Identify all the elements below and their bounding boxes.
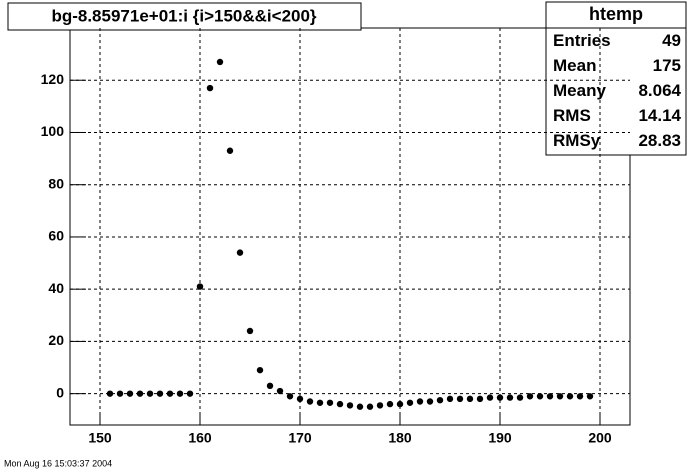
stats-label: RMS	[553, 106, 591, 125]
stats-label: RMSy	[553, 131, 601, 150]
data-point	[346, 402, 354, 409]
data-point	[356, 403, 364, 410]
data-point	[306, 398, 314, 405]
y-tick-label: 100	[41, 123, 65, 139]
data-point	[566, 393, 574, 400]
data-point	[176, 390, 184, 397]
data-point	[266, 382, 274, 390]
data-point	[536, 393, 544, 400]
data-point	[326, 399, 334, 406]
data-point	[246, 327, 254, 335]
data-point	[586, 393, 594, 400]
stats-label: Entries	[553, 31, 611, 50]
data-point	[286, 393, 294, 400]
y-tick-label: 120	[41, 71, 65, 87]
y-tick-label: 0	[56, 384, 64, 400]
data-point	[206, 84, 214, 92]
data-point	[166, 390, 174, 397]
stats-label: Meany	[553, 81, 606, 100]
stats-box: htemp Entries 49 Mean 175 Meany 8.064 RMS 14.14 R…	[545, 1, 687, 156]
stats-value: 8.064	[638, 81, 681, 100]
data-point	[226, 147, 234, 154]
data-point	[106, 390, 114, 397]
data-point	[556, 393, 564, 400]
footer-date: Mon Aug 16 15:03:37 2004	[4, 458, 112, 468]
data-point	[216, 58, 224, 66]
stats-value: 49	[662, 31, 681, 50]
data-point	[366, 403, 374, 410]
x-tick-label: 160	[188, 430, 212, 446]
data-point	[156, 390, 164, 397]
y-tick-label: 20	[48, 332, 64, 348]
data-point	[296, 395, 304, 403]
chart-title: bg-8.85971e+01:i {i>150&&i<200}	[51, 6, 316, 25]
data-point	[396, 400, 404, 408]
x-tick-label: 200	[588, 430, 612, 446]
data-point	[506, 394, 514, 401]
data-point	[576, 393, 584, 400]
data-point	[236, 249, 244, 256]
data-point	[446, 395, 454, 403]
y-tick-label: 40	[48, 280, 64, 296]
data-point	[146, 390, 154, 397]
x-tick-label: 150	[88, 430, 112, 446]
data-point	[186, 390, 194, 397]
data-point	[136, 390, 144, 397]
stats-title: htemp	[589, 4, 643, 24]
y-tick-label: 60	[48, 228, 64, 244]
data-point	[316, 399, 324, 406]
stats-value: 28.83	[638, 131, 681, 150]
data-point	[406, 399, 414, 406]
data-point	[546, 393, 554, 400]
stats-label: Mean	[553, 56, 596, 75]
data-point	[486, 394, 494, 401]
data-point	[386, 400, 394, 408]
stats-value: 14.14	[638, 106, 681, 125]
x-tick-label: 180	[388, 430, 412, 446]
x-tick-label: 190	[488, 430, 512, 446]
data-point	[276, 387, 284, 395]
data-point	[256, 366, 264, 374]
title-box	[7, 2, 362, 31]
data-point	[336, 400, 344, 408]
x-tick-label: 170	[288, 430, 312, 446]
data-point	[416, 398, 424, 405]
data-point	[476, 395, 484, 403]
data-point	[466, 395, 474, 403]
data-point	[496, 394, 504, 401]
data-point	[426, 398, 434, 405]
stats-value: 175	[653, 56, 681, 75]
data-point	[456, 395, 464, 403]
data-point	[126, 390, 134, 397]
data-point	[436, 396, 444, 404]
data-point	[376, 402, 384, 409]
data-point	[116, 390, 124, 397]
data-point	[516, 394, 524, 401]
data-point	[526, 393, 534, 400]
data-point	[196, 283, 204, 290]
y-tick-label: 80	[48, 175, 64, 191]
